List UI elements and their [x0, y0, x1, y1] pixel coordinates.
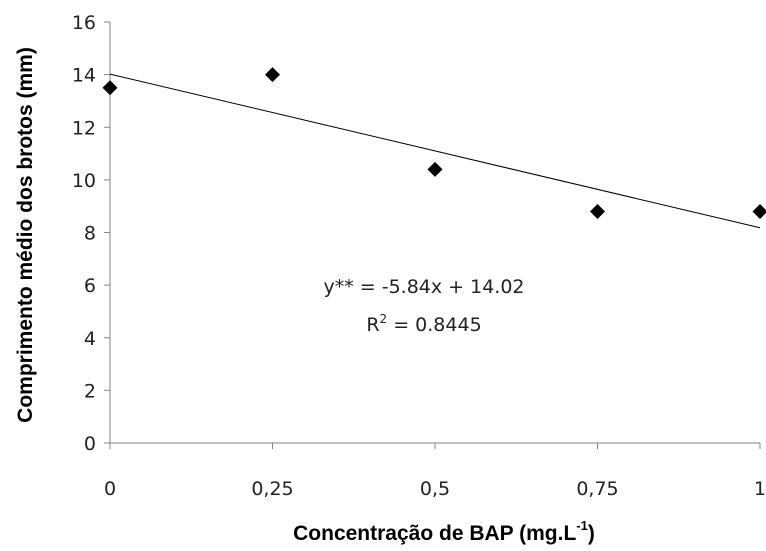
regression-equation: y** = -5.84x + 14.02	[323, 276, 524, 298]
x-axis-ticks: 0 0,25 0,5 0,75 1	[104, 443, 766, 500]
y-tick-label: 16	[72, 12, 96, 34]
r-squared-superscript: 2	[380, 312, 388, 326]
y-tick-label: 2	[84, 380, 96, 402]
x-tick-label: 1	[754, 478, 766, 500]
x-tick-label: 0	[104, 478, 116, 500]
y-tick-label: 4	[84, 328, 96, 350]
axes	[109, 22, 760, 444]
y-axis-title: Comprimento médio dos brotos (mm)	[14, 47, 37, 423]
data-point	[590, 203, 605, 219]
y-tick-label: 6	[84, 275, 96, 297]
data-points	[102, 67, 766, 219]
y-tick-label: 12	[72, 117, 96, 139]
r-squared-annotation: R2 = 0.8445	[366, 312, 481, 336]
x-tick-label: 0,25	[251, 478, 293, 500]
y-tick-label: 14	[72, 65, 96, 87]
x-axis-title: Concentração de BAP (mg.L-1)	[293, 518, 595, 545]
x-tick-label: 0,5	[420, 478, 450, 500]
trendline-group	[109, 73, 761, 229]
x-tick-label: 0,75	[576, 478, 618, 500]
x-axis-title-superscript: -1	[576, 518, 588, 533]
y-tick-label: 8	[84, 223, 96, 245]
data-point	[752, 203, 766, 219]
data-point	[427, 161, 443, 177]
data-point	[102, 80, 118, 96]
y-tick-label: 10	[72, 170, 96, 192]
trendline	[109, 73, 761, 229]
data-point	[265, 67, 280, 83]
y-tick-label: 0	[84, 433, 96, 455]
y-axis-ticks: 0 2 4 6 8 10 12 14 16	[72, 12, 110, 455]
